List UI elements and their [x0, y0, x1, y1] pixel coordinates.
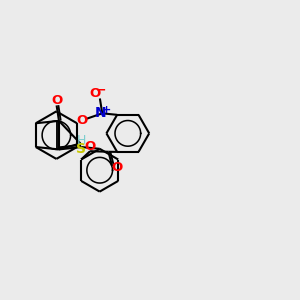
Text: O: O	[112, 161, 123, 174]
Text: −: −	[95, 84, 106, 97]
Text: +: +	[102, 105, 111, 116]
Text: H: H	[77, 134, 86, 147]
Text: S: S	[76, 142, 86, 156]
Text: O: O	[84, 140, 96, 153]
Text: O: O	[89, 87, 100, 100]
Text: O: O	[51, 94, 62, 107]
Text: N: N	[95, 106, 106, 120]
Text: O: O	[76, 114, 88, 127]
